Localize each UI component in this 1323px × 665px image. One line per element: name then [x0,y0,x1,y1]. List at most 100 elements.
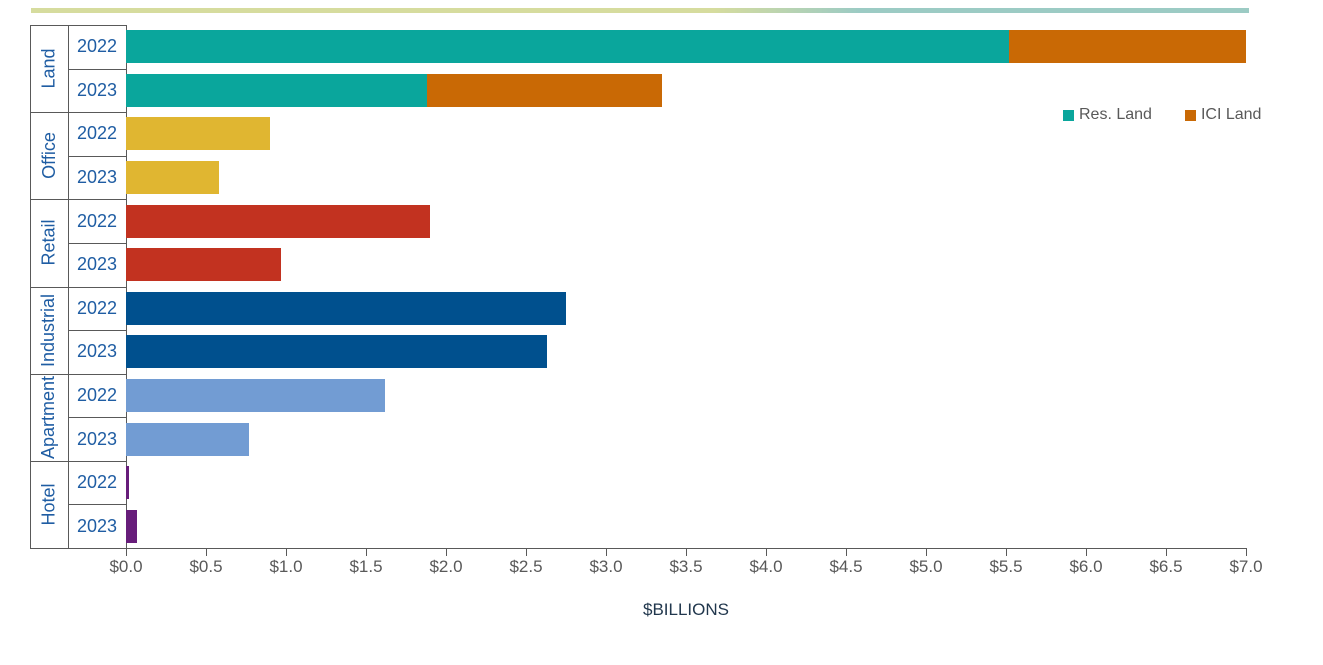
x-tick-label: $5.0 [909,557,943,576]
year-label-apartment-2022: 2022 [76,384,118,405]
bar-hotel-2023 [126,509,138,543]
x-axis-tick [686,548,687,556]
bar-land-2022 [126,30,1246,64]
x-tick-label: $0.0 [109,557,143,576]
bar-segment-hotel [126,466,130,500]
category-label-text: Apartment [38,375,59,459]
bar-segment-apartment [126,378,386,412]
x-axis-title: $BILLIONS [643,600,729,619]
x-axis-tick [126,548,127,556]
bar-segment-res-land [126,73,427,107]
year-divider [68,504,127,505]
bar-segment-industrial [126,335,547,369]
category-label-text: Office [38,132,59,180]
category-divider [30,112,127,113]
x-tick-label: $4.0 [749,557,783,576]
bar-office-2023 [126,161,219,195]
category-divider [30,461,127,462]
bar-hotel-2022 [126,466,130,500]
category-label-office: Office [30,112,68,199]
category-label-retail: Retail [30,199,68,286]
year-divider [68,156,127,157]
year-label-land-2023: 2023 [76,79,118,100]
category-divider [30,25,127,26]
top-accent-line [31,8,1249,13]
year-label-hotel-2023: 2023 [76,515,118,536]
x-axis-tick [1166,548,1167,556]
bar-segment-ici-land [426,73,662,107]
x-axis-tick [526,548,527,556]
bar-segment-apartment [126,422,250,456]
category-divider [30,374,127,375]
x-axis-tick [1006,548,1007,556]
x-axis-tick [926,548,927,556]
legend: Res. Land ICI Land [1063,105,1261,125]
x-axis-tick [1086,548,1087,556]
year-label-retail-2023: 2023 [76,254,118,275]
bar-industrial-2022 [126,291,566,325]
year-label-office-2022: 2022 [76,123,118,144]
category-column-border [30,25,31,548]
x-tick-label: $0.5 [189,557,223,576]
bar-segment-retail [126,204,430,238]
x-tick-label: $3.5 [669,557,703,576]
bar-apartment-2022 [126,378,386,412]
year-label-hotel-2022: 2022 [76,472,118,493]
year-label-retail-2022: 2022 [76,210,118,231]
x-axis-tick [446,548,447,556]
x-axis-tick [606,548,607,556]
category-label-hotel: Hotel [30,461,68,548]
bar-segment-office [126,117,270,151]
x-tick-label: $3.0 [589,557,623,576]
category-label-industrial: Industrial [30,287,68,374]
year-divider [68,69,127,70]
bar-retail-2022 [126,204,430,238]
x-axis-tick [766,548,767,556]
x-tick-label: $2.5 [509,557,543,576]
year-divider [68,417,127,418]
category-label-text: Hotel [38,483,59,526]
x-tick-label: $6.0 [1069,557,1103,576]
category-label-land: Land [30,25,68,112]
x-axis-line [30,548,1247,549]
bar-segment-retail [126,248,282,282]
bar-land-2023 [126,73,662,107]
x-tick-label: $6.5 [1149,557,1183,576]
category-label-text: Retail [38,219,59,266]
year-label-land-2022: 2022 [76,36,118,57]
year-label-industrial-2023: 2023 [76,341,118,362]
year-divider [68,243,127,244]
legend-label-res-land: Res. Land [1079,106,1152,123]
x-tick-label: $7.0 [1229,557,1263,576]
res-land-swatch-icon [1063,109,1074,121]
x-tick-label: $2.0 [429,557,463,576]
year-label-office-2023: 2023 [76,167,118,188]
category-label-text: Land [38,48,59,89]
x-tick-label: $4.5 [829,557,863,576]
bar-office-2022 [126,117,270,151]
x-axis-tick [206,548,207,556]
x-axis-tick [366,548,367,556]
category-label-apartment: Apartment [30,374,68,461]
x-axis-tick [846,548,847,556]
bar-segment-hotel [126,509,138,543]
legend-label-ici-land: ICI Land [1200,106,1262,123]
year-label-industrial-2022: 2022 [76,297,118,318]
year-label-apartment-2023: 2023 [76,428,118,449]
bar-apartment-2023 [126,422,250,456]
legend-item-ici-land: ICI Land [1184,106,1262,124]
ici-land-swatch-icon [1184,109,1196,121]
y-axis-line [126,25,127,548]
bar-segment-office [126,161,219,195]
x-tick-label: $1.5 [349,557,383,576]
category-divider [30,287,127,288]
year-column-border [68,25,69,548]
category-label-text: Industrial [38,293,59,367]
bar-retail-2023 [126,248,282,282]
x-tick-label: $5.5 [989,557,1023,576]
bar-segment-res-land [126,30,1010,64]
x-axis-tick [1246,548,1247,556]
year-divider [68,330,127,331]
bar-industrial-2023 [126,335,547,369]
